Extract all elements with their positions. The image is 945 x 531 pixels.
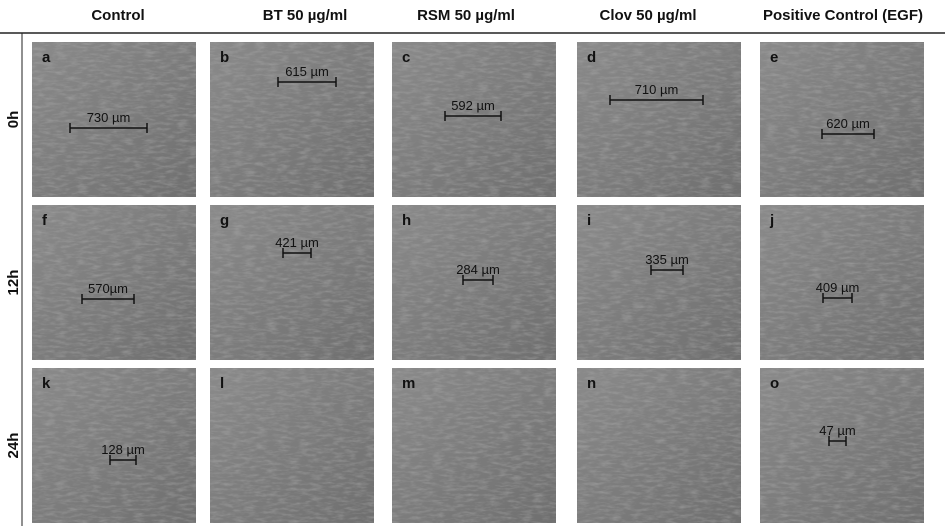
gap-measurement: 421 µm [275, 235, 319, 250]
cell-texture [577, 42, 741, 197]
cell-texture [210, 368, 374, 523]
cell-texture [32, 368, 196, 523]
panel-letter: f [42, 212, 48, 229]
column-header: Clov 50 µg/ml [599, 7, 696, 24]
row-label: 12h [5, 270, 22, 296]
row-label: 0h [5, 111, 22, 129]
panel-letter: b [220, 49, 229, 66]
cell-texture [210, 205, 374, 360]
panel-letter: g [220, 212, 229, 229]
cell-texture [760, 205, 924, 360]
micrograph-panel: b 615 µm [210, 42, 374, 197]
panel-letter: d [587, 49, 596, 66]
cell-texture [32, 205, 196, 360]
micrograph-panel: e 620 µm [760, 42, 924, 197]
micrograph-panel: n [577, 368, 741, 523]
micrograph-panel: m [392, 368, 556, 523]
row-label: 24h [5, 433, 22, 459]
micrograph-panel: c 592 µm [392, 42, 556, 197]
cell-texture [577, 368, 741, 523]
cell-texture [760, 368, 924, 523]
column-header: Control [91, 7, 144, 24]
micrograph-panel: i 335 µm [577, 205, 741, 360]
cell-texture [210, 42, 374, 197]
gap-measurement: 570µm [88, 281, 128, 296]
micrograph-panel: k 128 µm [32, 368, 196, 523]
column-header: Positive Control (EGF) [763, 7, 923, 24]
gap-measurement: 620 µm [826, 116, 870, 131]
column-header: RSM 50 µg/ml [417, 7, 515, 24]
panel-letter: e [770, 49, 778, 66]
gap-measurement: 47 µm [819, 423, 855, 438]
cell-texture [577, 205, 741, 360]
panel-letter: a [42, 49, 51, 66]
micrograph-panel: f 570µm [32, 205, 196, 360]
micrograph-panel: o 47 µm [760, 368, 924, 523]
gap-measurement: 284 µm [456, 262, 500, 277]
gap-measurement: 615 µm [285, 64, 329, 79]
gap-measurement: 128 µm [101, 442, 145, 457]
gap-measurement: 335 µm [645, 252, 689, 267]
gap-measurement: 730 µm [87, 110, 131, 125]
cell-texture [392, 205, 556, 360]
micrograph-panel: g 421 µm [210, 205, 374, 360]
panel-letter: o [770, 375, 779, 392]
column-header: BT 50 µg/ml [263, 7, 348, 24]
cell-texture [392, 368, 556, 523]
micrograph-panel: a 730 µm [32, 42, 196, 197]
cell-texture [32, 42, 196, 197]
panel-letter: m [402, 375, 415, 392]
micrograph-panel: d 710 µm [577, 42, 741, 197]
micrograph-panel: h 284 µm [392, 205, 556, 360]
panel-letter: k [42, 375, 51, 392]
micrograph-panel: j 409 µm [760, 205, 924, 360]
panel-letter: i [587, 212, 591, 229]
gap-measurement: 592 µm [451, 98, 495, 113]
panel-letter: n [587, 375, 596, 392]
gap-measurement: 409 µm [816, 280, 860, 295]
micrograph-panel: l [210, 368, 374, 523]
panel-letter: l [220, 375, 224, 392]
panel-letter: j [769, 212, 774, 229]
panel-letter: h [402, 212, 411, 229]
cell-texture [392, 42, 556, 197]
panel-letter: c [402, 49, 410, 66]
gap-measurement: 710 µm [635, 82, 679, 97]
cell-texture [760, 42, 924, 197]
